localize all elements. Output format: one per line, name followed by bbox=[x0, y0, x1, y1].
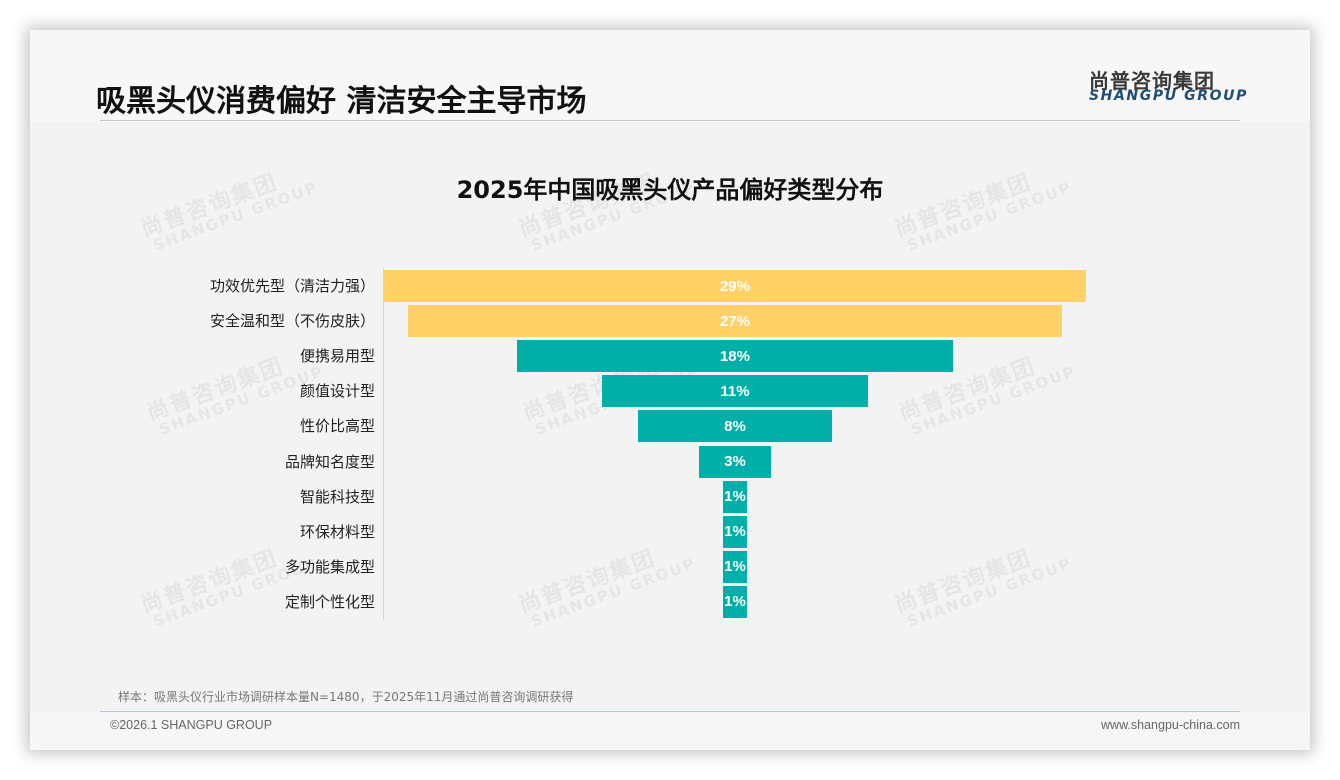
bar-value-label: 18% bbox=[719, 347, 750, 365]
category-label: 便携易用型 bbox=[299, 347, 375, 366]
funnel-bar: 29% bbox=[383, 270, 1087, 302]
funnel-bar: 8% bbox=[638, 410, 832, 443]
sample-note: 样本：吸黑头仪行业市场调研样本量N=1480，于2025年11月通过尚普咨询调研… bbox=[118, 690, 574, 704]
copyright: ©2026.1 SHANGPU GROUP bbox=[110, 718, 273, 732]
chart-row: 品牌知名度型 3% bbox=[30, 445, 1310, 478]
funnel-bar: 11% bbox=[601, 375, 869, 408]
category-label: 品牌知名度型 bbox=[284, 452, 375, 471]
category-label: 环保材料型 bbox=[299, 522, 375, 541]
category-axis-line bbox=[383, 268, 384, 620]
bar-value-label: 3% bbox=[724, 453, 746, 470]
chart-row: 环保材料型 1% bbox=[30, 515, 1310, 548]
bar-value-label: 11% bbox=[720, 382, 750, 400]
page-title: 吸黑头仪消费偏好 清洁安全主导市场 bbox=[96, 84, 587, 119]
bar-value-label: 1% bbox=[724, 593, 746, 611]
funnel-bar: 1% bbox=[722, 585, 748, 618]
chart-row: 性价比高型 8% bbox=[30, 410, 1310, 443]
slide: 尚普咨询集团 SHANGPU GROUP 尚普咨询集团 SHANGPU GROUP … bbox=[30, 30, 1310, 750]
website-link[interactable]: www.shangpu-china.com bbox=[1101, 718, 1240, 732]
header-divider bbox=[100, 120, 1240, 121]
footer-band bbox=[30, 712, 1310, 750]
chart-title: 2025年中国吸黑头仪产品偏好类型分布 bbox=[456, 176, 884, 204]
funnel-bar: 1% bbox=[722, 480, 748, 513]
funnel-bar: 27% bbox=[407, 305, 1063, 338]
category-label: 安全温和型（不伤皮肤） bbox=[209, 312, 375, 331]
chart-row: 多功能集成型 1% bbox=[30, 550, 1310, 583]
category-label: 颜值设计型 bbox=[299, 382, 375, 401]
funnel-bar: 18% bbox=[516, 340, 954, 373]
funnel-bar: 1% bbox=[722, 550, 748, 583]
category-label: 智能科技型 bbox=[299, 487, 375, 506]
category-label: 功效优先型（清洁力强） bbox=[209, 277, 375, 295]
chart-row: 安全温和型（不伤皮肤） 27% bbox=[30, 305, 1310, 338]
chart-row: 颜值设计型 11% bbox=[30, 375, 1310, 408]
category-label: 性价比高型 bbox=[299, 417, 375, 436]
bar-value-label: 1% bbox=[724, 558, 746, 576]
chart-row: 定制个性化型 1% bbox=[30, 585, 1310, 618]
bar-value-label: 1% bbox=[724, 488, 746, 506]
bar-value-label: 27% bbox=[719, 312, 750, 330]
company-logo-en: SHANGPU GROUP bbox=[1089, 88, 1248, 104]
company-logo-cn: 尚普咨询集团 bbox=[1089, 69, 1215, 93]
footer-divider bbox=[100, 711, 1240, 712]
bar-value-label: 1% bbox=[724, 523, 746, 541]
category-label: 多功能集成型 bbox=[284, 557, 375, 576]
bar-value-label: 8% bbox=[724, 417, 746, 435]
bar-value-label: 29% bbox=[719, 277, 750, 295]
category-label: 定制个性化型 bbox=[284, 592, 375, 611]
funnel-bar: 1% bbox=[722, 515, 748, 548]
header-band bbox=[30, 30, 1310, 122]
chart-row: 智能科技型 1% bbox=[30, 480, 1310, 513]
chart-row: 功效优先型（清洁力强） 29% bbox=[30, 270, 1310, 302]
chart-row: 便携易用型 18% bbox=[30, 340, 1310, 373]
funnel-bar: 3% bbox=[698, 445, 772, 478]
